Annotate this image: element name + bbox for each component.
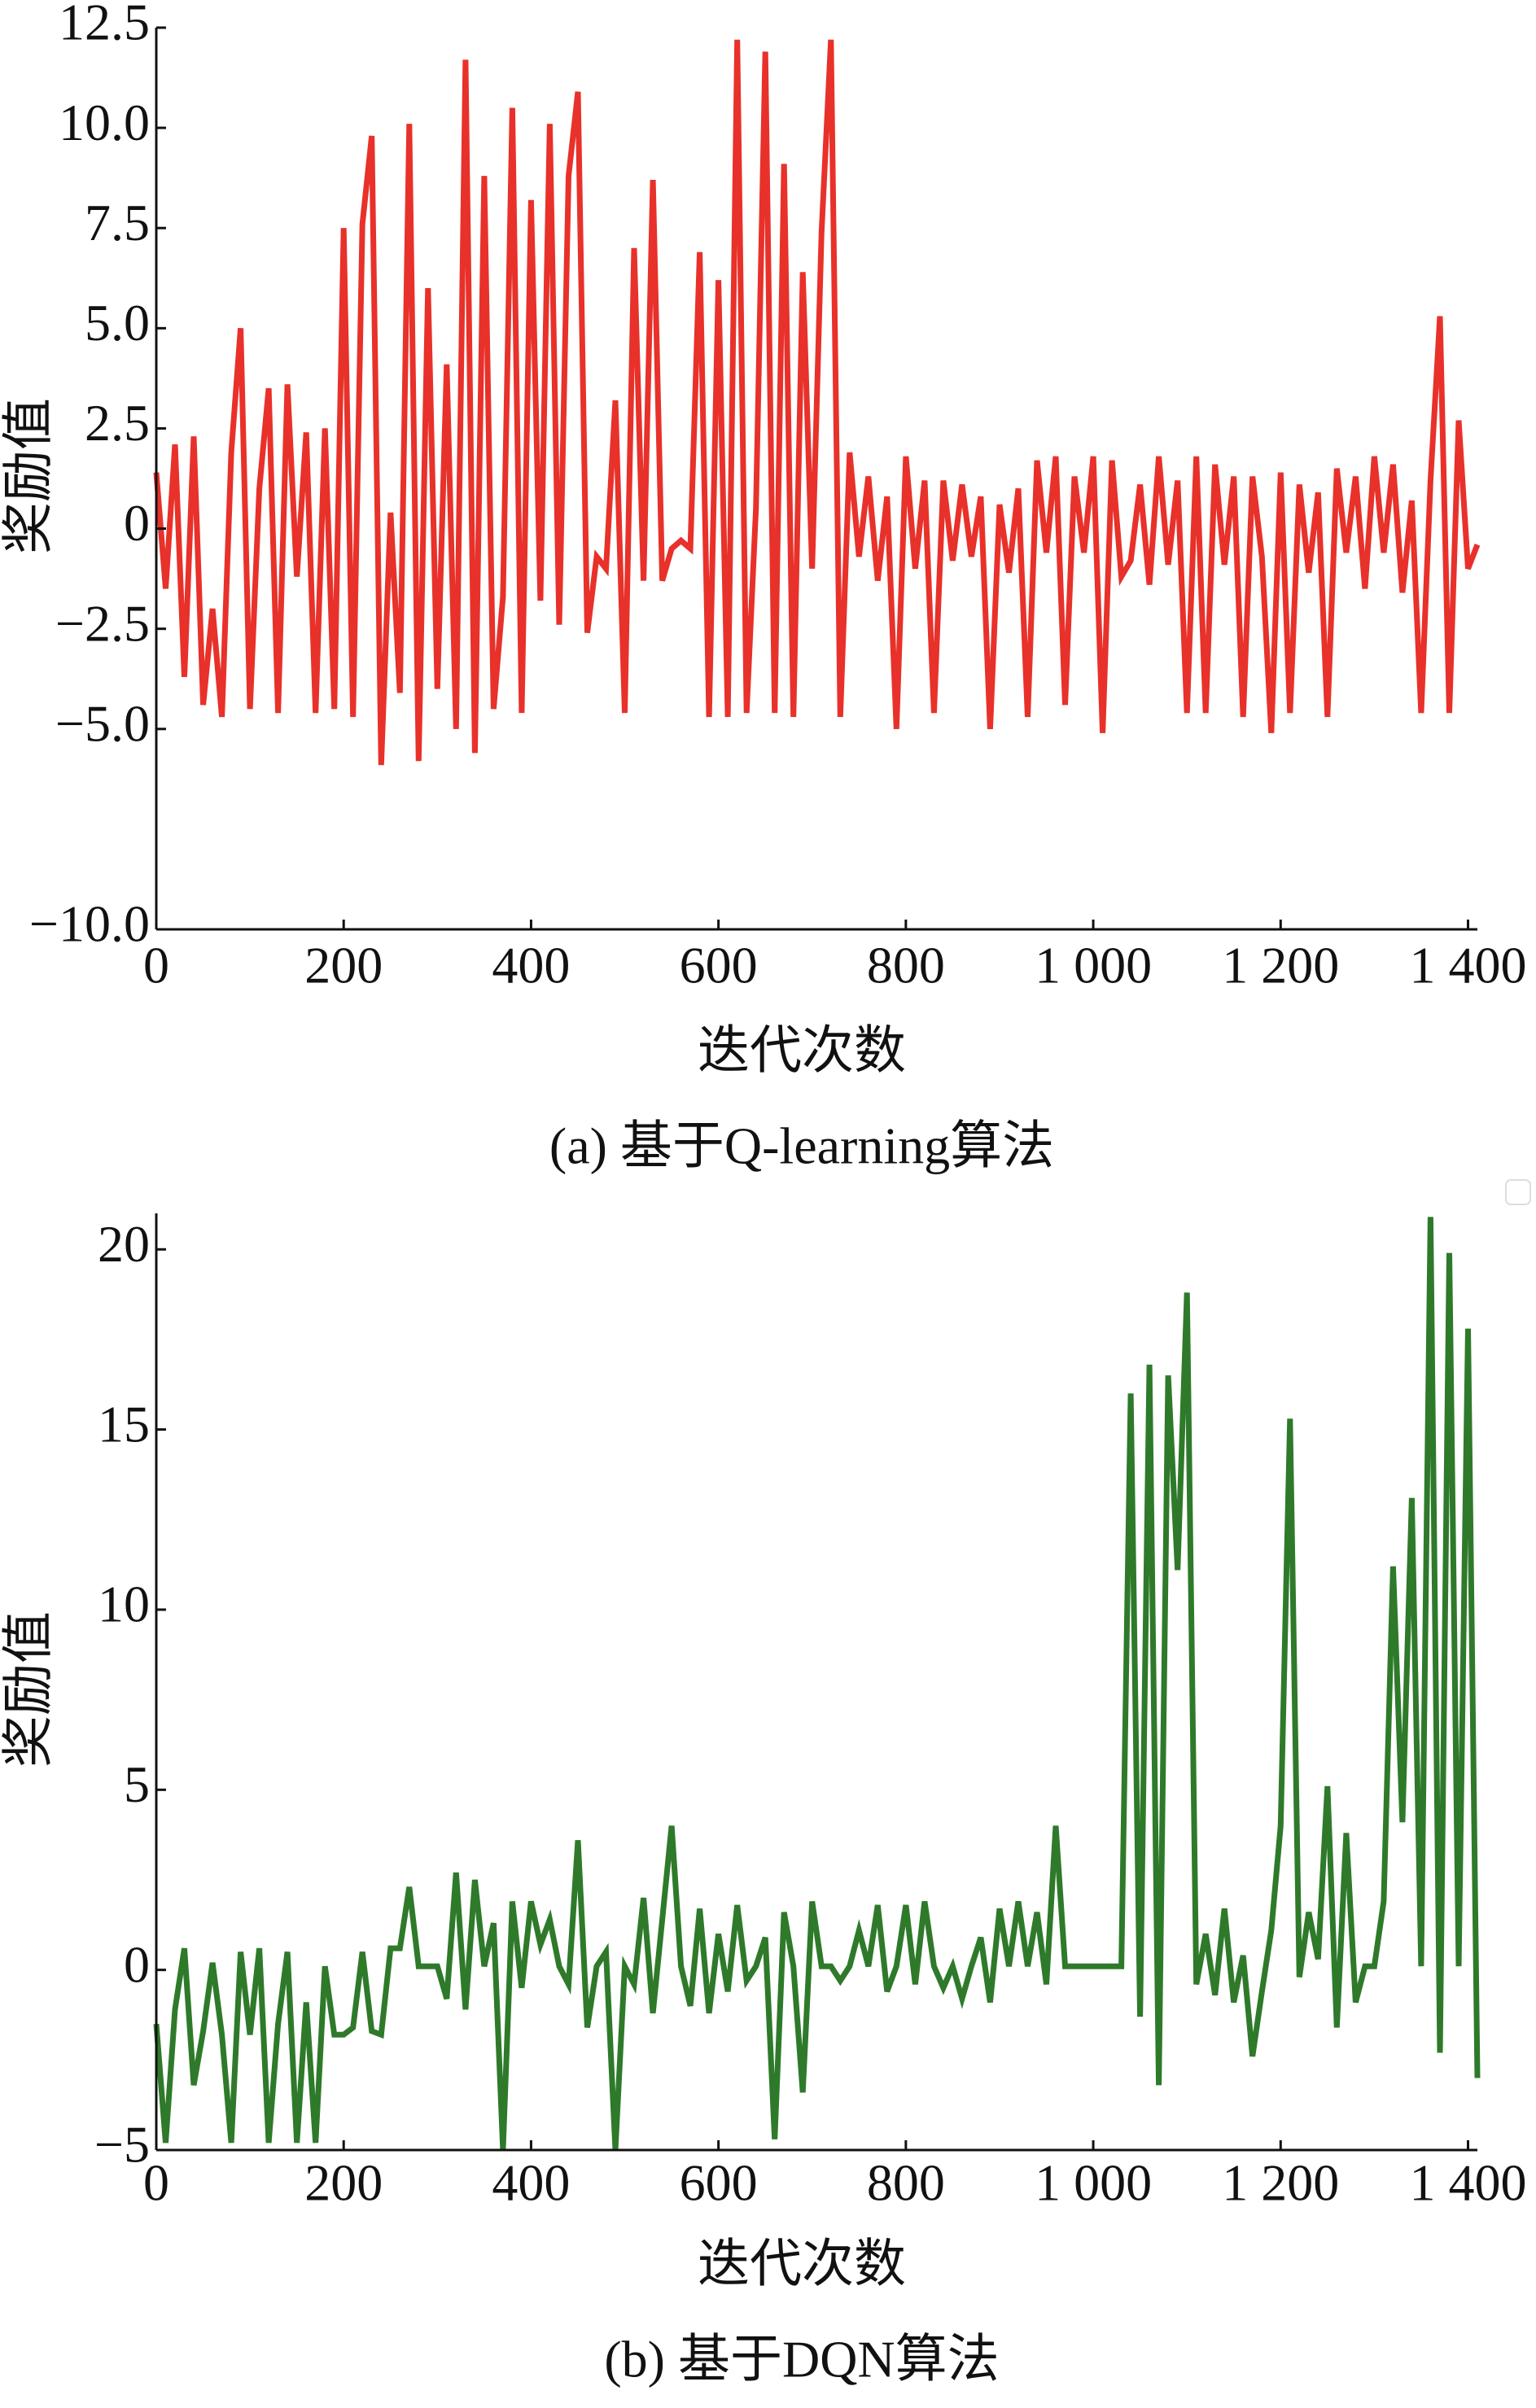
y-tick-label: 5.0 [85, 294, 150, 352]
y-tick-label: 5 [124, 1755, 150, 1813]
data-line [153, 1217, 1481, 2151]
y-tick-label: 2.5 [85, 394, 150, 452]
x-axis-label: 迭代次数 [698, 1022, 906, 1080]
x-tick-label: 1 200 [1222, 937, 1339, 994]
y-tick-label: −5 [94, 2116, 150, 2174]
x-tick-label: 200 [304, 2154, 383, 2212]
x-tick-label: 400 [492, 937, 570, 994]
x-tick-label: 0 [143, 2154, 169, 2212]
y-tick-label: 0 [124, 494, 150, 552]
x-tick-label: 1 400 [1409, 2154, 1526, 2212]
x-tick-label: 1 200 [1222, 2154, 1339, 2212]
y-tick-label: −5.0 [55, 694, 150, 752]
data-line [153, 39, 1481, 766]
y-tick-label: 20 [98, 1215, 150, 1273]
y-tick-label: 10 [98, 1575, 150, 1633]
y-axis-label: 奖励值 [0, 1611, 58, 1768]
x-tick-label: 1 000 [1035, 2154, 1152, 2212]
corner-icon [1505, 1179, 1531, 1205]
x-tick-label: 600 [680, 2154, 758, 2212]
x-tick-label: 600 [680, 937, 758, 994]
x-tick-label: 1 400 [1409, 937, 1526, 994]
x-tick-label: 800 [867, 2154, 945, 2212]
caption: (a) 基于Q-learning算法 [549, 1117, 1054, 1175]
x-tick-label: 800 [867, 937, 945, 994]
y-tick-label: −10.0 [29, 895, 150, 953]
y-tick-label: 0 [124, 1935, 150, 1993]
caption: (b) 基于DQN算法 [604, 2331, 999, 2388]
y-axis-label: 奖励值 [0, 398, 58, 554]
y-tick-label: 7.5 [85, 194, 150, 251]
x-tick-label: 200 [304, 937, 383, 994]
y-tick-label: 10.0 [59, 94, 150, 151]
y-tick-label: 12.5 [59, 0, 150, 51]
x-tick-label: 400 [492, 2154, 570, 2212]
x-axis-label: 迭代次数 [698, 2235, 906, 2293]
y-tick-label: 15 [98, 1395, 150, 1453]
y-tick-label: −2.5 [55, 594, 150, 652]
x-tick-label: 0 [143, 937, 169, 994]
x-tick-label: 1 000 [1035, 937, 1152, 994]
